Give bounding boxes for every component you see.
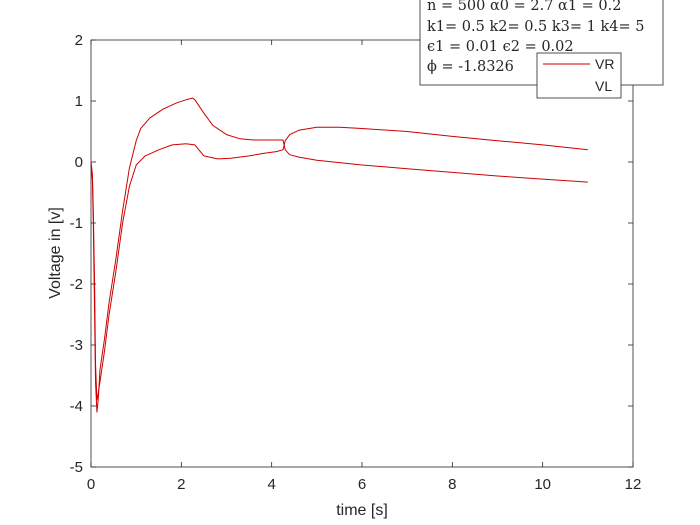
y-axis-ticks: -5 -4 -3 -2 -1 0 1 2 [70,32,633,476]
x-tick-label: 8 [448,476,456,493]
annotation-line-3: ϵ1 = 0.01 ϵ2 = 0.02 [427,39,574,55]
annotation-line-4: ϕ = -1.8326 [427,59,514,75]
x-tick-label: 12 [625,476,642,493]
x-tick-label: 4 [267,476,275,493]
x-tick-label: 10 [534,476,551,493]
x-tick-label: 0 [87,476,95,493]
y-tick-label: 1 [75,93,83,110]
y-tick-label: -5 [70,459,83,476]
legend-box [536,52,622,99]
y-tick-label: -2 [70,276,83,293]
y-axis-label: Voltage in [v] [47,207,64,299]
y-tick-label: -4 [70,398,83,415]
series-layer [90,97,588,413]
x-tick-label: 6 [358,476,366,493]
y-tick-label: 2 [75,32,83,49]
series-line-vl [90,126,588,401]
x-axis-ticks: 0 2 4 6 8 10 12 [87,40,642,493]
y-tick-label: -1 [70,215,83,232]
annotation-line-2: k1= 0.5 k2= 0.5 k3= 1 k4= 5 [427,19,644,35]
x-tick-label: 2 [177,476,185,493]
plot-area [90,39,634,468]
legend-label-vr: VR [595,56,614,72]
legend-label-vl: VL [595,78,612,94]
y-tick-label: 0 [75,154,83,171]
y-tick-label: -3 [70,337,83,354]
series-line-vr [90,97,588,413]
x-axis-label: time [s] [336,502,388,519]
annotation-line-1: n = 500 α0 = 2.7 α1 = 0.2 [427,0,622,14]
